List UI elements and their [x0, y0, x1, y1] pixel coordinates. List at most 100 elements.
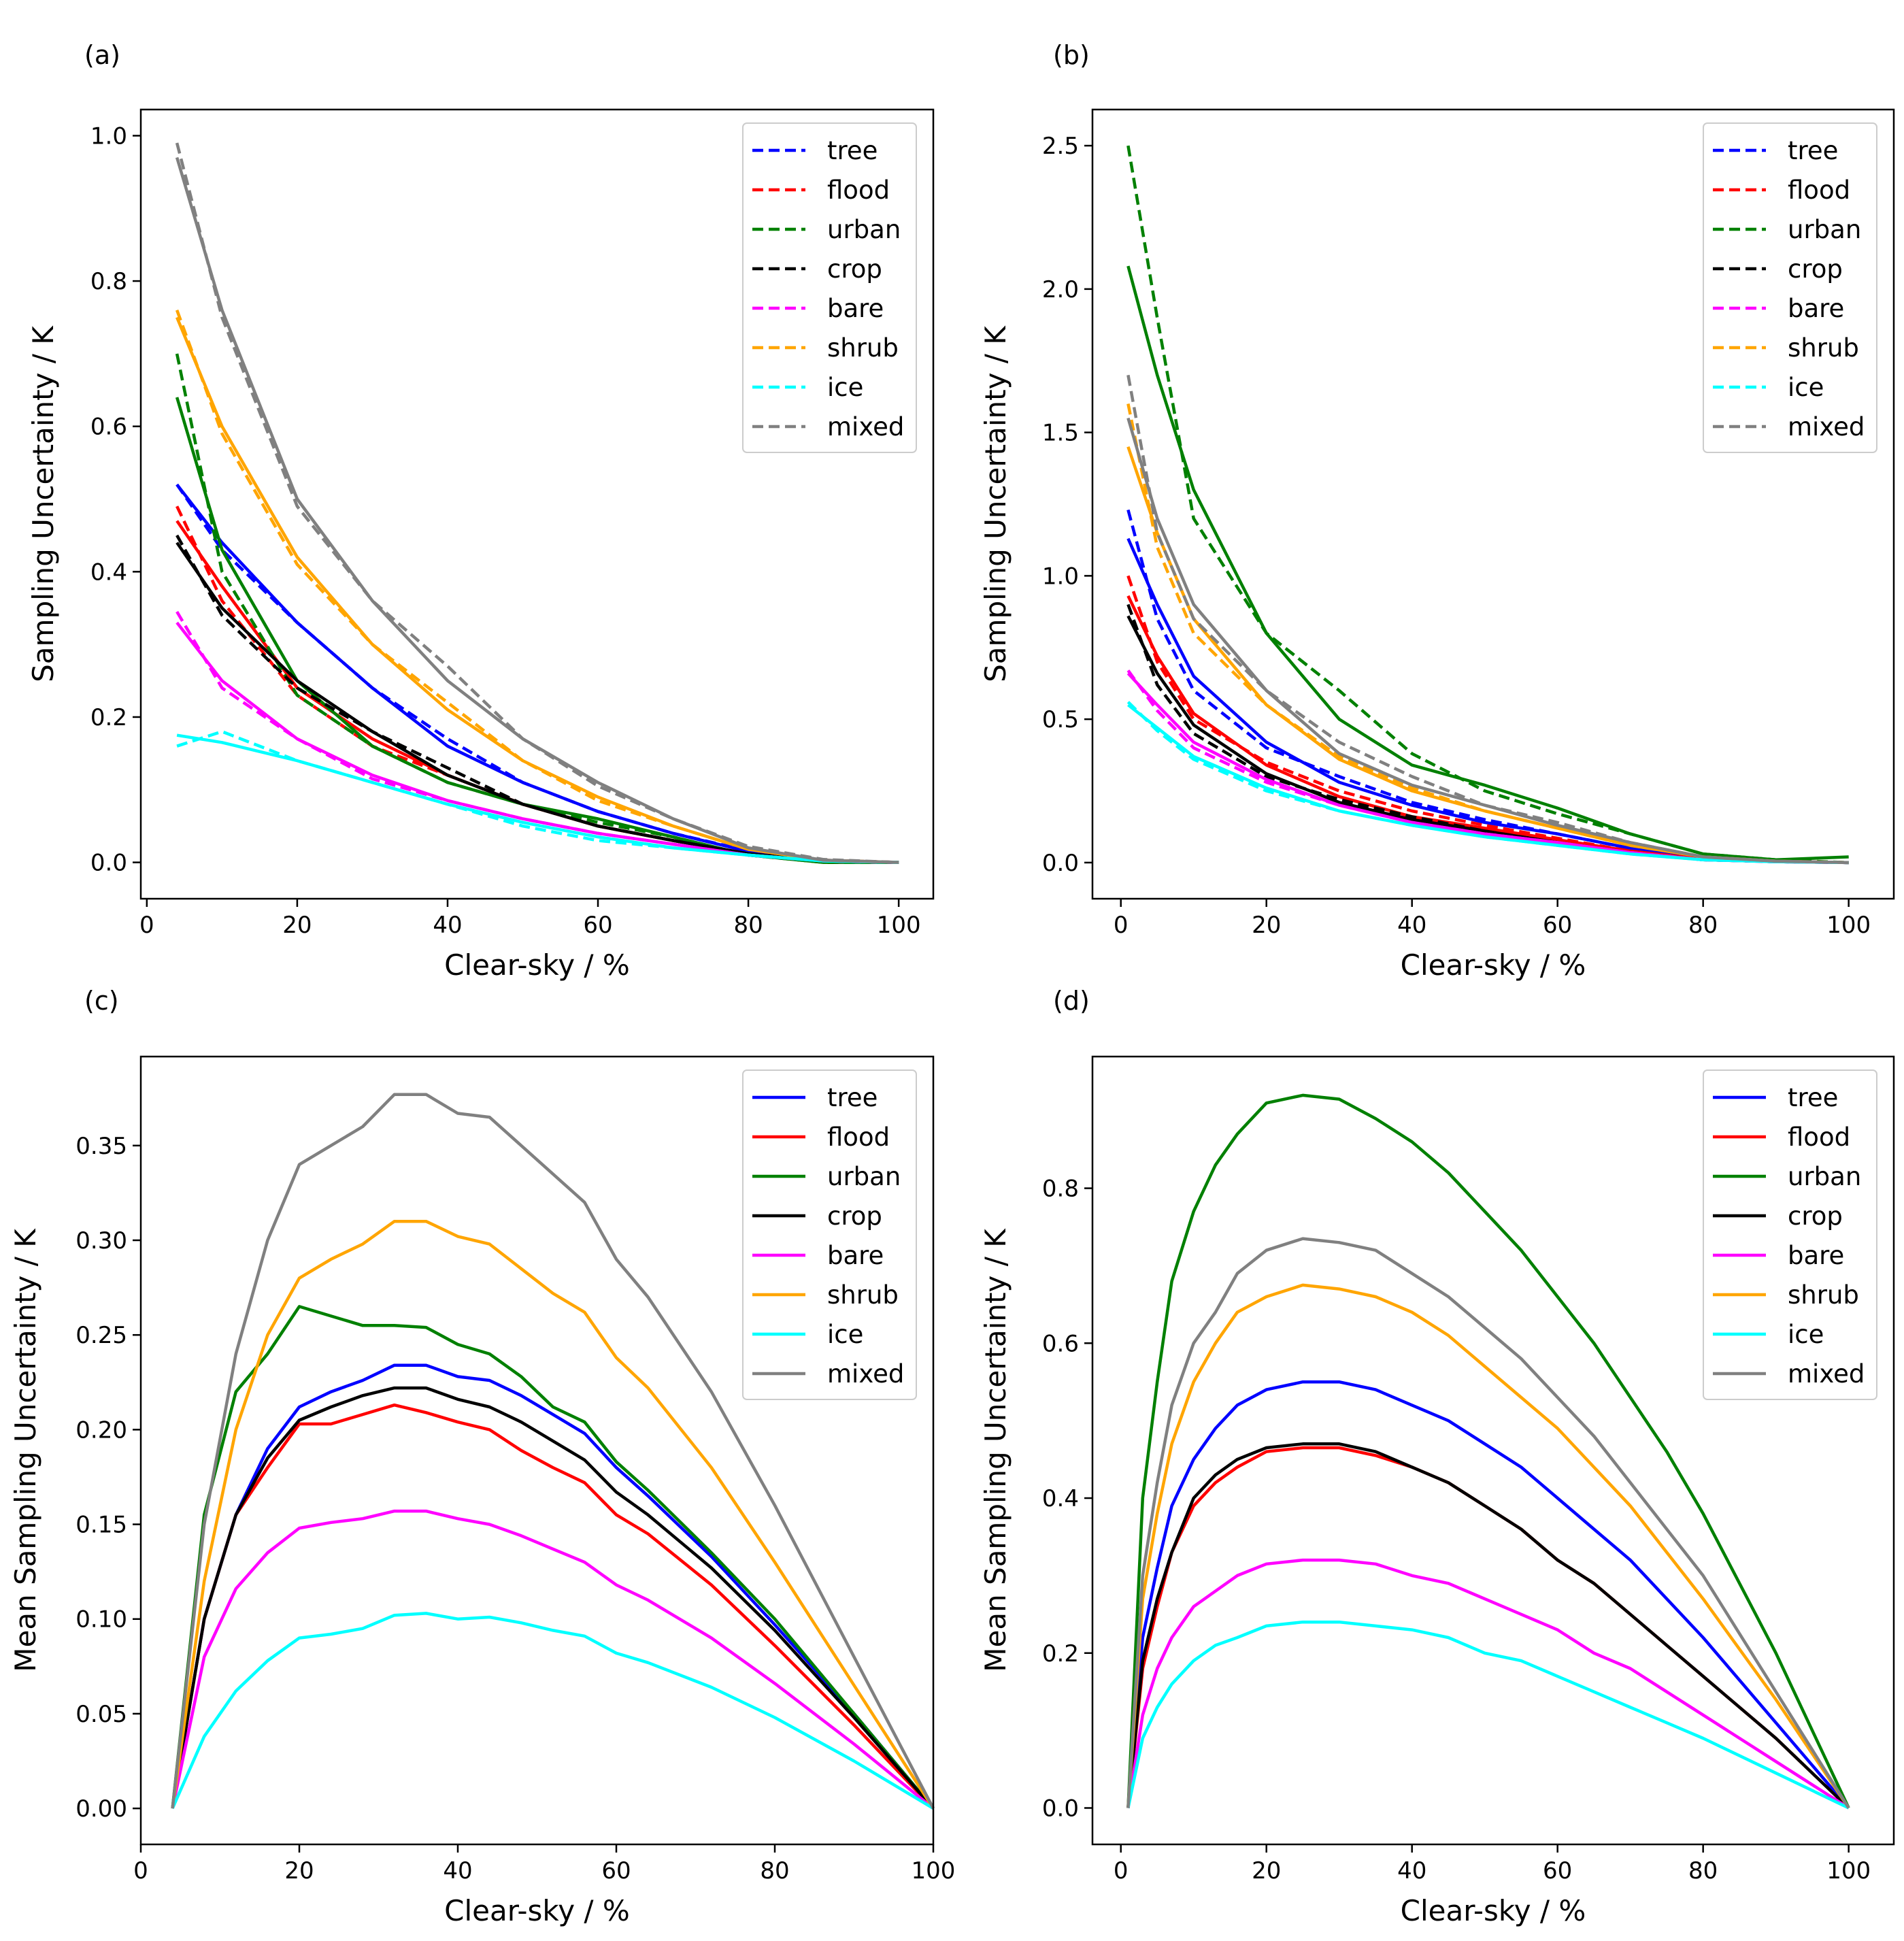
panel-label: (a)	[84, 40, 120, 70]
legend-box	[1703, 1069, 1877, 1400]
y-tick-label: 0.0	[1042, 850, 1079, 877]
legend-label-bare: bare	[827, 294, 884, 323]
legend-label-shrub: shrub	[1788, 333, 1859, 363]
series-line-shrub-solid	[171, 1219, 935, 1810]
series-line-crop-solid	[176, 542, 899, 864]
panel-label: (d)	[1053, 986, 1090, 1016]
y-axis-label: Sampling Uncertainty / K	[27, 325, 60, 682]
subplot-d: (d) 0 20 40 60 80 100 0.0 0.2 0.4 0.6 0.8 Clear-sky …	[979, 986, 1895, 1927]
x-tick-label: 0	[139, 912, 154, 939]
legend-label-shrub: shrub	[1788, 1280, 1859, 1310]
y-tick-label: 1.5	[1042, 420, 1079, 447]
series-line-flood-solid	[1126, 1446, 1850, 1810]
legend-label-shrub: shrub	[827, 1280, 899, 1310]
y-tick-label: 1.0	[90, 122, 127, 150]
legend-label-flood: flood	[1788, 176, 1850, 205]
series-line-ice-solid	[1127, 703, 1849, 865]
series-line-tree-solid	[171, 1363, 935, 1810]
legend-label-bare: bare	[827, 1241, 884, 1270]
y-tick-label: 0.4	[90, 559, 127, 586]
legend-label-shrub: shrub	[827, 333, 899, 363]
legend-label-mixed: mixed	[827, 412, 904, 442]
legend-label-ice: ice	[1788, 1320, 1824, 1349]
y-tick-label: 0.8	[1042, 1176, 1079, 1203]
x-tick-label: 40	[1397, 1857, 1426, 1885]
series-line-ice-dashed	[176, 730, 899, 864]
series-line-ice-solid	[176, 733, 899, 864]
x-tick-label: 0	[1114, 1857, 1129, 1885]
x-tick-label: 0	[1114, 912, 1129, 939]
y-tick-label: 0.6	[1042, 1330, 1079, 1357]
legend-label-crop: crop	[827, 254, 882, 284]
series-line-crop-solid	[1126, 1442, 1850, 1810]
y-tick-label: 0.2	[90, 704, 127, 731]
legend-label-ice: ice	[827, 1320, 863, 1349]
y-axis-label: Mean Sampling Uncertainty / K	[9, 1228, 42, 1672]
x-tick-label: 20	[282, 912, 312, 939]
legend: tree flood urban crop bare shrub ice mixed	[742, 1069, 917, 1400]
x-tick-label: 80	[1688, 912, 1718, 939]
y-tick-label: 0.0	[1042, 1795, 1079, 1822]
legend-label-urban: urban	[827, 215, 901, 244]
series-line-urban-solid	[1126, 1093, 1850, 1809]
y-axis-label: Mean Sampling Uncertainty / K	[979, 1228, 1012, 1672]
series-line-urban-solid	[1126, 265, 1849, 861]
panel-label: (c)	[84, 986, 119, 1016]
series-line-mixed-solid	[171, 1093, 935, 1810]
x-tick-label: 80	[760, 1857, 789, 1885]
series-line-flood-dashed	[1126, 575, 1849, 865]
y-tick-label: 1.0	[1042, 563, 1079, 590]
series-line-tree-dashed	[1126, 509, 1849, 865]
y-tick-label: 0.25	[76, 1322, 127, 1349]
subplot-a: (a) 0 20 40 60 80 100 0.0 0.2 0.4 0.6 0.8 1.0 Clear-s…	[27, 40, 935, 982]
y-tick-label: 0.15	[76, 1512, 127, 1539]
x-tick-label: 20	[1252, 912, 1281, 939]
x-tick-label: 100	[877, 912, 921, 939]
legend-box	[742, 1069, 917, 1400]
x-tick-label: 60	[1543, 1857, 1572, 1885]
x-tick-label: 80	[1688, 1857, 1718, 1885]
legend: tree flood urban crop bare shrub ice mixed	[1703, 1069, 1877, 1400]
legend-label-crop: crop	[1788, 254, 1843, 284]
legend-label-mixed: mixed	[1788, 1359, 1865, 1389]
series-line-mixed-solid	[1126, 1237, 1850, 1809]
legend-label-mixed: mixed	[1788, 412, 1865, 442]
y-tick-label: 0.30	[76, 1227, 127, 1255]
axes-frame	[1091, 1055, 1895, 1846]
panel-label: (b)	[1053, 40, 1090, 70]
y-tick-label: 2.5	[1042, 133, 1079, 160]
series-line-mixed-solid	[175, 156, 899, 864]
y-tick-label: 0.4	[1042, 1485, 1079, 1512]
y-tick-label: 0.8	[90, 268, 127, 295]
legend-label-urban: urban	[1788, 1162, 1861, 1191]
legend-label-ice: ice	[827, 373, 863, 402]
legend-label-bare: bare	[1788, 1241, 1844, 1270]
y-tick-label: 0.10	[76, 1606, 127, 1633]
x-tick-label: 100	[912, 1857, 956, 1885]
legend: tree flood urban crop bare shrub ice mixed	[1703, 122, 1877, 453]
x-tick-label: 40	[433, 912, 462, 939]
y-tick-label: 0.05	[76, 1701, 127, 1728]
y-axis-label: Sampling Uncertainty / K	[979, 325, 1012, 682]
legend-label-urban: urban	[1788, 215, 1861, 244]
series-line-ice-solid	[171, 1612, 935, 1810]
series-line-crop-dashed	[176, 534, 899, 864]
series-line-flood-solid	[171, 1403, 935, 1810]
x-tick-label: 100	[1826, 912, 1871, 939]
series-line-urban-dashed	[1126, 145, 1849, 865]
y-tick-label: 2.0	[1042, 276, 1079, 303]
y-tick-label: 0.00	[76, 1795, 127, 1823]
y-tick-label: 0.35	[76, 1133, 127, 1160]
series-line-bare-solid	[171, 1509, 935, 1810]
x-tick-label: 20	[284, 1857, 314, 1885]
legend-label-bare: bare	[1788, 294, 1844, 323]
legend-label-crop: crop	[1788, 1201, 1843, 1231]
x-tick-label: 40	[1397, 912, 1426, 939]
legend: tree flood urban crop bare shrub ice mixed	[742, 122, 917, 453]
series-line-bare-solid	[1126, 1558, 1850, 1810]
legend-box	[742, 122, 917, 453]
legend-box	[1703, 122, 1877, 453]
y-tick-label: 0.0	[90, 850, 127, 877]
legend-label-flood: flood	[1788, 1123, 1850, 1152]
